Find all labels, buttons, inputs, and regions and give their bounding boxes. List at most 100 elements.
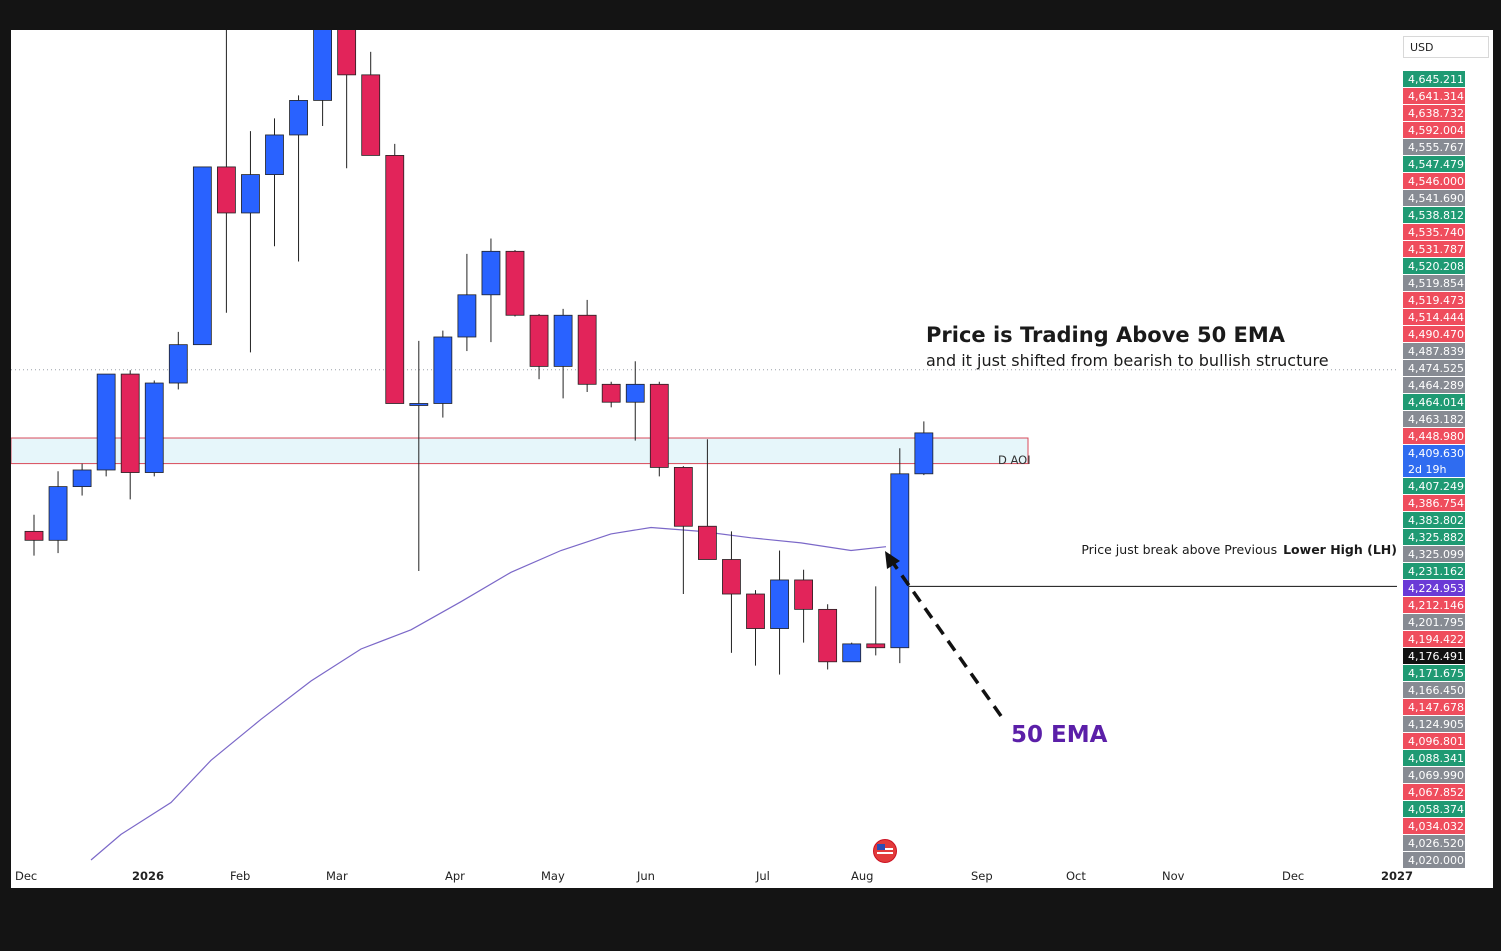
price-label: 4,547.479 bbox=[1408, 158, 1464, 171]
price-label: 4,147.678 bbox=[1408, 701, 1464, 714]
x-axis-label: Jun bbox=[636, 869, 655, 883]
price-label: 4,067.852 bbox=[1408, 786, 1464, 799]
price-label: 4,535.740 bbox=[1408, 226, 1464, 239]
price-label: 4,645.211 bbox=[1408, 73, 1464, 86]
price-label: 4,531.787 bbox=[1408, 243, 1464, 256]
price-label: 4,383.802 bbox=[1408, 514, 1464, 527]
x-axis-label: Sep bbox=[971, 869, 993, 883]
x-axis-label: Feb bbox=[230, 869, 250, 883]
aoi-label: D AOI bbox=[998, 453, 1031, 467]
price-label: 4,020.000 bbox=[1408, 854, 1464, 867]
candle-body bbox=[97, 374, 115, 470]
annotation-subtitle: and it just shifted from bearish to bull… bbox=[926, 351, 1329, 370]
price-label: 4,474.525 bbox=[1408, 362, 1464, 375]
price-label-countdown: 2d 19h bbox=[1408, 463, 1446, 476]
lower-high-bold: Lower High (LH) bbox=[1283, 542, 1397, 557]
x-axis-label: Oct bbox=[1066, 869, 1086, 883]
lower-high-prefix: Price just break above Previous bbox=[1081, 542, 1277, 557]
candle-body bbox=[145, 383, 163, 473]
candle-body bbox=[650, 384, 668, 467]
price-label: 4,519.854 bbox=[1408, 277, 1464, 290]
candle-body bbox=[73, 470, 91, 487]
candle-body bbox=[578, 315, 596, 384]
price-label: 4,194.422 bbox=[1408, 633, 1464, 646]
candle-body bbox=[819, 609, 837, 661]
candle-body bbox=[602, 384, 620, 402]
price-label: 4,538.812 bbox=[1408, 209, 1464, 222]
candle-body bbox=[217, 167, 235, 213]
candle-body bbox=[698, 526, 716, 559]
price-label: 4,407.249 bbox=[1408, 480, 1464, 493]
ema50-line bbox=[91, 528, 886, 861]
x-axis-label: 2026 bbox=[132, 869, 164, 883]
price-label: 4,463.182 bbox=[1408, 413, 1464, 426]
price-label: 4,231.162 bbox=[1408, 565, 1464, 578]
candle-body bbox=[795, 580, 813, 609]
price-label: 4,325.882 bbox=[1408, 531, 1464, 544]
price-label: 4,176.491 bbox=[1408, 650, 1464, 663]
ema-label: 50 EMA bbox=[1011, 722, 1107, 748]
candle-body bbox=[506, 251, 524, 315]
price-label: 4,034.032 bbox=[1408, 820, 1464, 833]
price-label: 4,546.000 bbox=[1408, 175, 1464, 188]
x-axis-label: May bbox=[541, 869, 565, 883]
candle-body bbox=[193, 167, 211, 345]
price-label: 4,325.099 bbox=[1408, 548, 1464, 561]
price-label: 4,171.675 bbox=[1408, 667, 1464, 680]
x-axis-label: Mar bbox=[326, 869, 348, 883]
candle-body bbox=[747, 594, 765, 629]
x-axis-label: Aug bbox=[851, 869, 873, 883]
price-label: 4,386.754 bbox=[1408, 497, 1464, 510]
x-axis-label: 2027 bbox=[1381, 869, 1413, 883]
candle-body bbox=[530, 315, 548, 366]
candle-body bbox=[241, 175, 259, 213]
x-axis-label: Dec bbox=[1282, 869, 1304, 883]
price-label: 4,464.014 bbox=[1408, 396, 1464, 409]
price-label: 4,464.289 bbox=[1408, 379, 1464, 392]
candle-body bbox=[49, 487, 67, 541]
candle-body bbox=[386, 155, 404, 403]
price-label: 4,638.732 bbox=[1408, 107, 1464, 120]
x-axis-label: Jul bbox=[755, 869, 770, 883]
price-label: 4,514.444 bbox=[1408, 311, 1464, 324]
candle-body bbox=[290, 100, 308, 135]
candle-body bbox=[843, 644, 861, 662]
candle-body bbox=[722, 559, 740, 594]
price-label: 4,541.690 bbox=[1408, 192, 1464, 205]
price-label: 4,555.767 bbox=[1408, 141, 1464, 154]
candle-body bbox=[434, 337, 452, 403]
price-label: 4,124.905 bbox=[1408, 718, 1464, 731]
price-label: 4,224.953 bbox=[1408, 582, 1464, 595]
lower-high-label: Price just break above Previous Lower Hig… bbox=[1081, 542, 1397, 557]
candlestick-chart[interactable]: 4,645.211 4,641.314 4,638.732 4,592.004 4,55… bbox=[11, 30, 1493, 888]
x-axis-label: Apr bbox=[445, 869, 465, 883]
annotation-title: Price is Trading Above 50 EMA bbox=[926, 323, 1285, 347]
price-label: 4,490.470 bbox=[1408, 328, 1464, 341]
price-label: 4,088.341 bbox=[1408, 752, 1464, 765]
candle-body bbox=[915, 433, 933, 474]
candle-body bbox=[482, 251, 500, 294]
price-label: 4,520.208 bbox=[1408, 260, 1464, 273]
candle-body bbox=[674, 467, 692, 526]
x-axis-label: Dec bbox=[15, 869, 37, 883]
candle-body bbox=[25, 531, 43, 540]
price-label: 4,166.450 bbox=[1408, 684, 1464, 697]
price-label: 4,409.630 bbox=[1408, 447, 1464, 460]
candle-body bbox=[169, 345, 187, 383]
us-flag-event-icon[interactable] bbox=[873, 839, 897, 863]
price-label: 4,592.004 bbox=[1408, 124, 1464, 137]
x-axis-label: Nov bbox=[1162, 869, 1185, 883]
price-label: 4,026.520 bbox=[1408, 837, 1464, 850]
price-label: 4,096.801 bbox=[1408, 735, 1464, 748]
price-label: 4,058.374 bbox=[1408, 803, 1464, 816]
candle-body bbox=[771, 580, 789, 629]
price-label: 4,641.314 bbox=[1408, 90, 1464, 103]
currency-selector[interactable]: USD bbox=[1403, 36, 1489, 58]
price-label: 4,201.795 bbox=[1408, 616, 1464, 629]
price-label: 4,212.146 bbox=[1408, 599, 1464, 612]
candle-body bbox=[121, 374, 139, 472]
price-label: 4,069.990 bbox=[1408, 769, 1464, 782]
candle-body bbox=[338, 30, 356, 75]
candle-body bbox=[554, 315, 572, 366]
price-label: 4,487.839 bbox=[1408, 345, 1464, 358]
